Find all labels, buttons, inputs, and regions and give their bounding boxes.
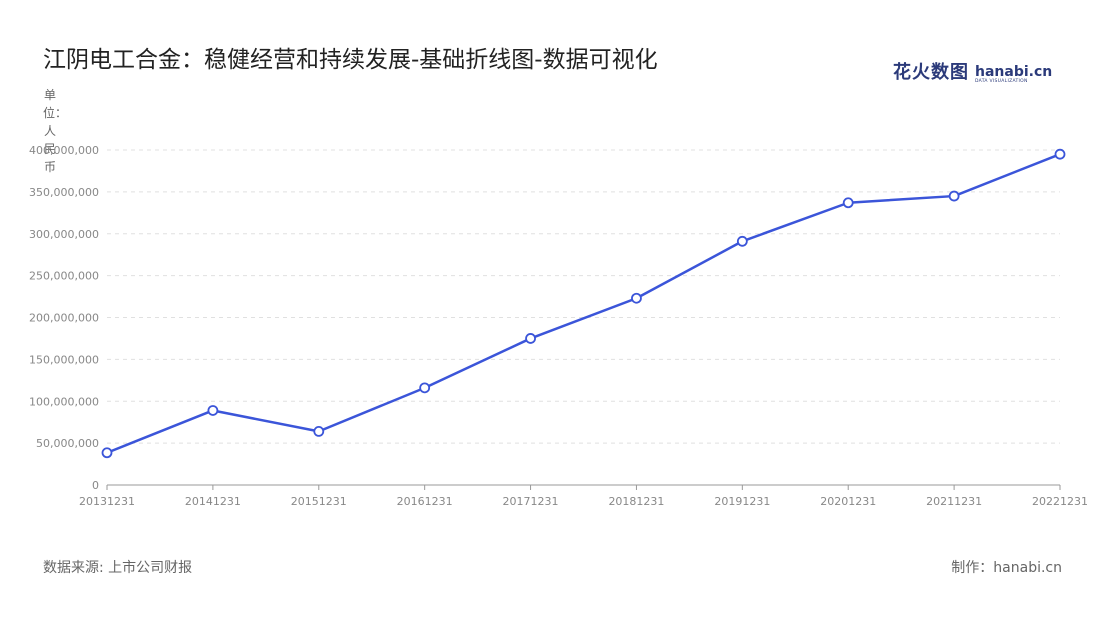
x-tick-label: 20171231 — [503, 495, 559, 508]
x-tick-label: 20151231 — [291, 495, 347, 508]
chart-title: 江阴电工合金：稳健经营和持续发展-基础折线图-数据可视化 — [43, 47, 658, 73]
y-tick-label: 250,000,000 — [29, 270, 99, 283]
data-source: 数据来源: 上市公司财报 — [43, 560, 193, 576]
x-tick-label: 20221231 — [1032, 495, 1088, 508]
data-point — [207, 405, 219, 416]
y-tick-label: 300,000,000 — [29, 228, 99, 241]
data-point — [313, 425, 325, 437]
y-tick-label: 150,000,000 — [29, 353, 99, 366]
data-point — [419, 382, 431, 394]
brand-logo: 花火数图 hanabi.cn DATA VISUALIZATION — [893, 58, 1052, 84]
logo-cn-text: 花火数图 — [893, 62, 969, 83]
y-tick-label: 0 — [92, 479, 99, 492]
x-tick-label: 20181231 — [608, 495, 664, 508]
data-point — [1054, 148, 1066, 160]
x-tick-label: 20131231 — [79, 495, 135, 508]
y-tick-label: 350,000,000 — [29, 186, 99, 199]
x-tick-label: 20211231 — [926, 495, 982, 508]
data-point — [736, 235, 748, 247]
y-tick-label: 50,000,000 — [36, 437, 99, 450]
data-point — [948, 190, 960, 202]
logo-en-group: hanabi.cn DATA VISUALIZATION — [975, 65, 1052, 85]
y-tick-label: 100,000,000 — [29, 395, 99, 408]
x-tick-label: 20161231 — [397, 495, 453, 508]
logo-sub-text: DATA VISUALIZATION — [975, 78, 1028, 84]
series-line — [105, 152, 1062, 455]
y-tick-label: 200,000,000 — [29, 312, 99, 325]
data-point — [631, 292, 642, 304]
x-tick-label: 20201231 — [820, 495, 876, 508]
data-point — [842, 197, 854, 209]
x-tick-label: 20191231 — [714, 495, 770, 508]
logo-en-text: hanabi.cn — [975, 63, 1053, 80]
maker-credit: 制作：hanabi.cn — [951, 560, 1062, 576]
data-point — [101, 447, 113, 459]
x-tick-label: 20141231 — [185, 495, 241, 508]
data-point — [525, 333, 536, 344]
y-tick-label: 400,000,000 — [29, 144, 99, 157]
